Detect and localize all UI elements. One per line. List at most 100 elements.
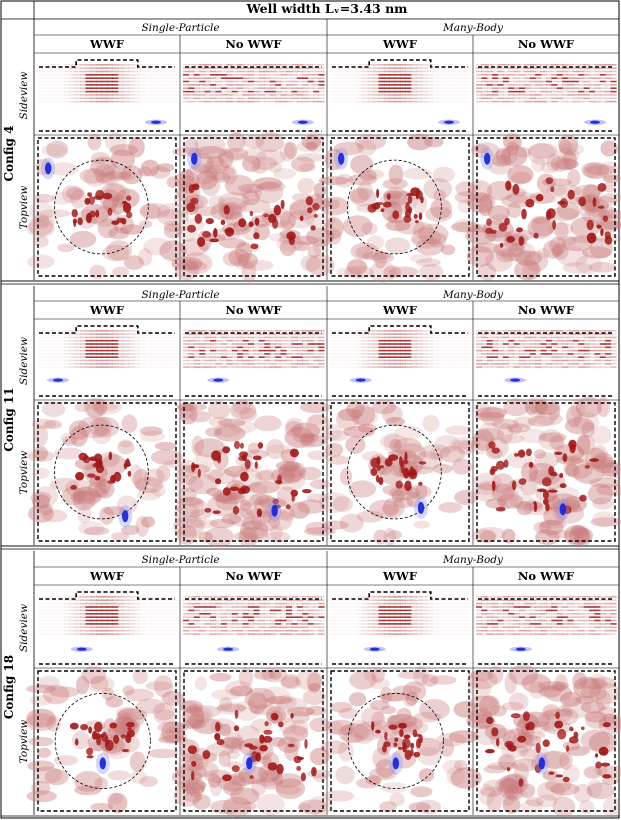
electron-density-layer <box>330 623 336 625</box>
electron-density-layer <box>383 363 390 365</box>
electron-density-layer <box>226 67 233 69</box>
electron-density-layer <box>112 353 119 355</box>
electron-density-blob <box>198 165 223 175</box>
electron-density-layer <box>291 602 298 605</box>
electron-density-layer <box>96 87 103 89</box>
electron-density-layer <box>199 346 206 349</box>
electron-density-layer <box>340 633 347 635</box>
electron-density-blob <box>243 259 274 271</box>
electron-density-layer <box>583 353 590 355</box>
electron-density-layer <box>155 606 162 608</box>
electron-density-layer <box>373 366 380 368</box>
electron-density-layer <box>513 363 520 365</box>
electron-density-layer <box>160 333 167 335</box>
electron-density-layer <box>421 343 428 345</box>
electron-density-layer <box>486 97 493 100</box>
electron-density-blob <box>98 472 112 494</box>
electron-density-layer <box>605 602 612 605</box>
electron-density-layer <box>199 100 206 103</box>
electron-density-layer <box>410 606 417 608</box>
electron-density-layer <box>448 353 455 355</box>
electron-density-blob <box>290 719 309 736</box>
electron-density-blob <box>139 430 166 442</box>
sideview-panel <box>330 59 471 132</box>
electron-density-layer <box>275 74 282 76</box>
electron-density-layer <box>502 602 509 605</box>
electron-density-layer <box>346 87 353 89</box>
electron-density-layer <box>215 346 222 349</box>
electron-density-layer <box>605 100 612 103</box>
electron-density-core <box>96 736 102 746</box>
electron-density-layer <box>578 100 585 103</box>
electron-density-layer <box>335 353 342 355</box>
electron-density-layer <box>330 606 336 608</box>
electron-density-layer <box>567 64 574 66</box>
electron-density-layer <box>373 349 380 352</box>
electron-density-layer <box>383 596 390 598</box>
electron-density-layer <box>123 94 130 96</box>
electron-density-blob <box>173 785 201 807</box>
electron-density-layer <box>448 90 455 93</box>
electron-density-layer <box>144 633 151 635</box>
electron-density-blob <box>138 248 153 266</box>
electron-density-layer <box>47 67 54 69</box>
electron-density-layer <box>432 336 439 339</box>
electron-density-layer <box>63 359 70 362</box>
electron-density-layer <box>231 353 238 355</box>
electron-density-layer <box>183 596 189 598</box>
electron-density-layer <box>117 336 124 339</box>
electron-density-layer <box>275 80 282 83</box>
electron-density-layer <box>432 616 439 618</box>
electron-density-blob <box>375 759 396 778</box>
electron-density-layer <box>242 602 249 605</box>
electron-density-layer <box>389 613 396 615</box>
electron-density-layer <box>37 336 43 339</box>
electron-density-layer <box>589 74 596 76</box>
topview-panel <box>471 396 621 547</box>
electron-density-layer <box>513 599 520 601</box>
electron-density-layer <box>166 619 173 622</box>
electron-density-layer <box>546 90 552 93</box>
electron-density-blob <box>600 140 618 157</box>
electron-density-layer <box>166 87 173 89</box>
electron-density-layer <box>513 80 520 83</box>
electron-density-layer <box>346 633 353 635</box>
electron-density-layer <box>540 602 547 605</box>
electron-density-layer <box>296 343 303 345</box>
electron-density-blob <box>117 440 135 455</box>
electron-density-layer <box>296 80 303 83</box>
electron-density-layer <box>410 333 417 335</box>
electron-density-layer <box>117 80 124 83</box>
electron-density-layer <box>258 629 265 632</box>
electron-density-layer <box>128 339 135 342</box>
electron-density-layer <box>144 70 151 73</box>
electron-density-layer <box>476 346 482 349</box>
electron-density-layer <box>248 602 255 605</box>
electron-density-core <box>240 485 251 494</box>
panel-layer <box>25 59 621 818</box>
electron-density-layer <box>107 599 113 601</box>
electron-density-blob <box>275 695 297 710</box>
electron-density-blob <box>233 531 257 542</box>
electron-density-layer <box>556 74 563 76</box>
electron-density-layer <box>231 70 238 73</box>
hole-density <box>99 757 107 770</box>
electron-density-layer <box>535 67 542 69</box>
electron-density-layer <box>508 366 515 368</box>
electron-density-layer <box>578 599 585 601</box>
electron-density-layer <box>150 606 157 608</box>
electron-density-layer <box>318 599 325 601</box>
topview-frame <box>183 137 324 277</box>
electron-density-core <box>491 447 500 454</box>
electron-density-layer <box>47 356 54 358</box>
electron-density-layer <box>160 87 167 89</box>
electron-density-blob <box>284 740 299 761</box>
electron-density-layer <box>599 94 606 96</box>
electron-density-layer <box>155 74 162 76</box>
electron-density-layer <box>318 94 325 96</box>
electron-density-layer <box>42 619 49 622</box>
electron-density-blob <box>310 479 330 490</box>
electron-density-blob <box>590 425 612 445</box>
electron-density-layer <box>248 606 255 608</box>
electron-density-layer <box>199 363 206 365</box>
